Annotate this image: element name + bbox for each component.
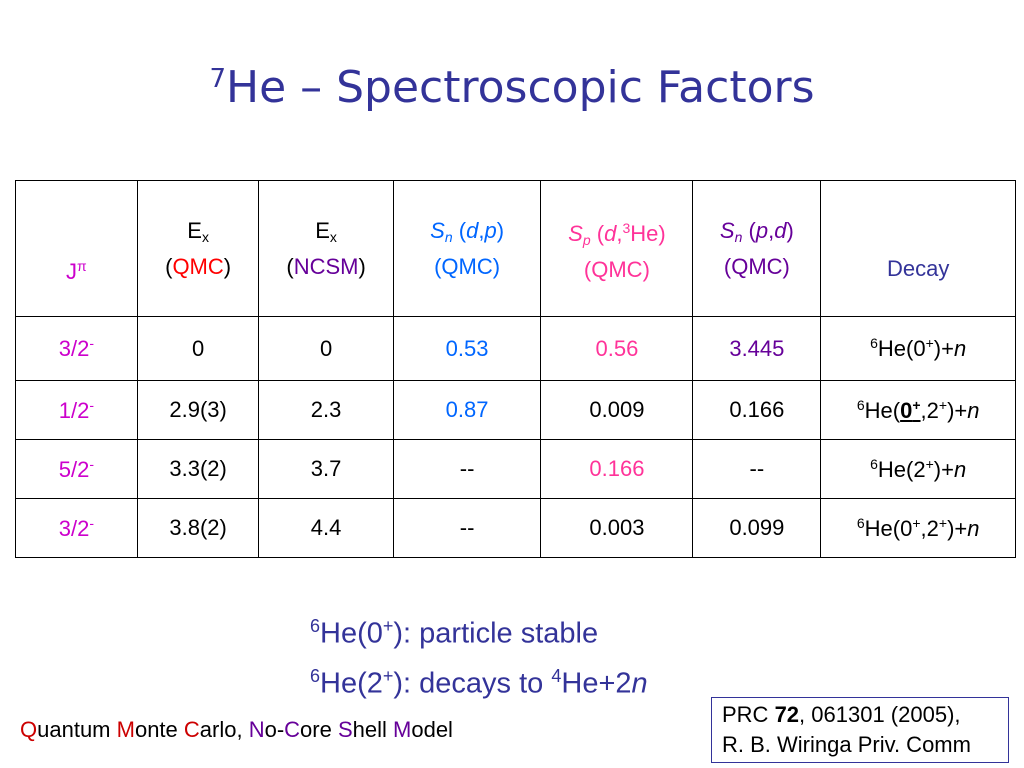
cell-sp: 0.009	[540, 380, 694, 440]
cell-sn-dp: --	[392, 498, 542, 558]
note-line-1: 6He(0+): particle stable	[310, 616, 599, 650]
cell-j: 3/2-	[15, 498, 138, 558]
header-sn-dp: Sn (d,p) (QMC)	[392, 180, 542, 317]
decay-notes: 6He(0+): particle stable 6He(2+): decays…	[310, 605, 648, 704]
cell-sn-dp: 0.53	[392, 316, 542, 381]
cell-ex-qmc: 0	[136, 316, 260, 381]
cell-decay: 6He(0+,2+)+n	[820, 498, 1016, 558]
table-header-row: Jπ Ex (QMC) Ex (NCSM) Sn (d,p) (QMC) Sp (d,…	[15, 180, 1016, 317]
cell-j: 3/2-	[15, 316, 138, 381]
cell-sp: 0.166	[540, 439, 694, 499]
cell-sn-pd: 0.099	[692, 498, 822, 558]
title-text: He – Spectroscopic Factors	[226, 62, 815, 113]
slide-title: 7He – Spectroscopic Factors	[0, 62, 1024, 113]
table-row: 5/2- 3.3(2) 3.7 -- 0.166 -- 6He(2+)+n	[15, 439, 1016, 499]
cell-ex-ncsm: 3.7	[258, 439, 394, 499]
reference-line-1: PRC 72, 061301 (2005),	[722, 702, 961, 727]
header-ex-qmc: Ex (QMC)	[136, 180, 260, 317]
cell-sn-dp: --	[392, 439, 542, 499]
cell-j: 5/2-	[15, 439, 138, 499]
title-mass-number: 7	[209, 64, 226, 94]
cell-decay: 6He(0+,2+)+n	[820, 380, 1016, 440]
reference-line-2: R. B. Wiringa Priv. Comm	[722, 732, 971, 757]
table-row: 3/2- 0 0 0.53 0.56 3.445 6He(0+)+n	[15, 316, 1016, 381]
reference-box: PRC 72, 061301 (2005), R. B. Wiringa Pri…	[711, 697, 1009, 763]
cell-ex-qmc: 3.3(2)	[136, 439, 260, 499]
header-ex-ncsm: Ex (NCSM)	[258, 180, 394, 317]
cell-decay: 6He(0+)+n	[820, 316, 1016, 381]
header-j-pi: Jπ	[15, 180, 138, 317]
cell-sn-pd: --	[692, 439, 822, 499]
cell-j: 1/2-	[15, 380, 138, 440]
cell-decay: 6He(2+)+n	[820, 439, 1016, 499]
cell-sn-dp: 0.87	[392, 380, 542, 440]
cell-ex-qmc: 2.9(3)	[136, 380, 260, 440]
cell-sn-pd: 3.445	[692, 316, 822, 381]
table-row: 3/2- 3.8(2) 4.4 -- 0.003 0.099 6He(0+,2+…	[15, 498, 1016, 558]
header-sn-pd: Sn (p,d) (QMC)	[692, 180, 822, 317]
acronym-legend: Quantum Monte Carlo, No-Core Shell Model	[20, 717, 453, 742]
header-sp-d3he: Sp (d,3He) (QMC)	[540, 180, 694, 317]
cell-ex-ncsm: 4.4	[258, 498, 394, 558]
cell-sp: 0.56	[540, 316, 694, 381]
cell-sn-pd: 0.166	[692, 380, 822, 440]
spectroscopic-factors-table: Jπ Ex (QMC) Ex (NCSM) Sn (d,p) (QMC) Sp (d,…	[15, 180, 1016, 558]
note-line-2: 6He(2+): decays to 4He+2n	[310, 665, 648, 700]
cell-sp: 0.003	[540, 498, 694, 558]
header-decay: Decay	[820, 180, 1016, 317]
cell-ex-ncsm: 2.3	[258, 380, 394, 440]
cell-ex-qmc: 3.8(2)	[136, 498, 260, 558]
cell-ex-ncsm: 0	[258, 316, 394, 381]
table-row: 1/2- 2.9(3) 2.3 0.87 0.009 0.166 6He(0+,…	[15, 380, 1016, 440]
